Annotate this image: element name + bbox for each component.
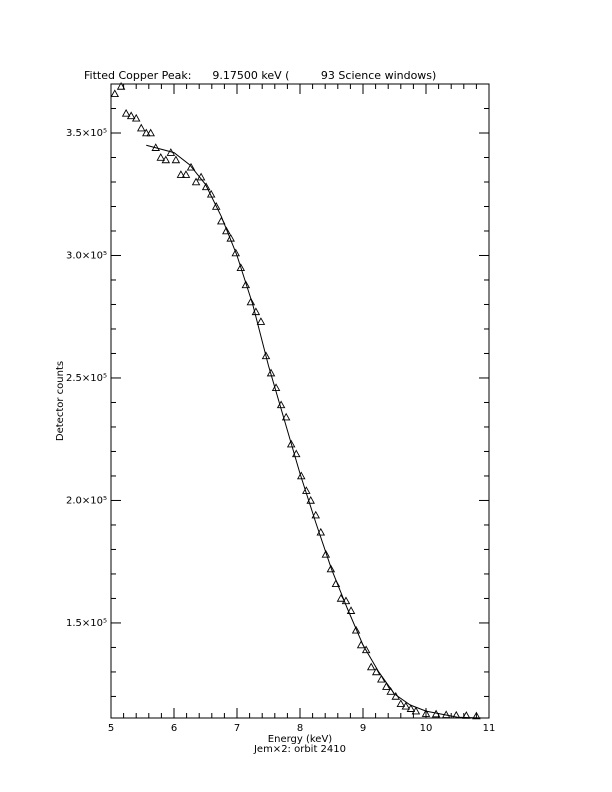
- data-point: [222, 226, 231, 235]
- data-point: [346, 606, 356, 614]
- data-point: [451, 710, 461, 719]
- data-point: [136, 123, 146, 132]
- data-point: [121, 108, 131, 117]
- y-tick-label: 2.0×10⁵: [66, 495, 107, 506]
- chart-title: Fitted Copper Peak: 9.17500 keV ( 93 Sci…: [84, 69, 436, 82]
- x-tick-label: 10: [420, 723, 433, 734]
- data-point: [231, 248, 241, 257]
- data-point: [406, 704, 416, 712]
- data-point: [146, 128, 155, 137]
- x-tick-label: 9: [360, 723, 366, 734]
- x-tick-label: 5: [108, 723, 114, 734]
- data-point: [366, 662, 376, 671]
- data-point: [321, 549, 331, 558]
- y-tick-label: 3.0×10⁵: [66, 250, 107, 261]
- x-tick-label: 11: [483, 723, 496, 734]
- y-tick-label: 1.5×10⁵: [66, 618, 107, 629]
- data-point: [396, 699, 406, 708]
- data-point: [176, 170, 186, 178]
- data-point: [351, 625, 361, 634]
- data-point: [421, 709, 431, 717]
- data-point: [156, 153, 166, 161]
- y-axis-label: Detector counts: [55, 361, 66, 441]
- data-point: [161, 155, 171, 164]
- data-point: [281, 412, 291, 421]
- data-point: [142, 128, 151, 137]
- data-point: [241, 280, 251, 289]
- data-point: [401, 701, 411, 710]
- data-point: [211, 202, 221, 210]
- data-point: [206, 189, 216, 198]
- data-point: [116, 82, 126, 90]
- fit-line: [146, 144, 483, 719]
- data-point: [377, 674, 386, 683]
- x-axis-label: Energy (keV): [268, 734, 333, 745]
- data-point: [110, 89, 120, 98]
- data-point: [246, 297, 256, 306]
- data-point: [186, 162, 196, 171]
- data-point: [286, 439, 296, 448]
- x-tick-label: 6: [171, 723, 177, 734]
- y-tick-label: 2.5×10⁵: [66, 373, 107, 384]
- y-tick-label: 3.5×10⁵: [66, 128, 107, 139]
- data-point: [201, 182, 211, 191]
- data-point: [326, 564, 336, 573]
- data-point: [382, 682, 391, 690]
- data-point: [236, 263, 246, 271]
- data-point: [126, 111, 136, 120]
- data-point: [472, 711, 481, 720]
- data-point: [411, 706, 421, 715]
- data-point: [131, 113, 141, 122]
- data-point: [311, 510, 321, 519]
- data-point: [462, 711, 471, 719]
- data-point: [191, 177, 201, 186]
- data-point: [181, 170, 191, 178]
- x-tick-label: 7: [234, 723, 240, 734]
- data-point: [361, 645, 371, 654]
- data-point: [171, 155, 181, 164]
- x-tick-label: 8: [297, 723, 303, 734]
- data-point: [261, 351, 271, 360]
- data-point: [256, 317, 266, 325]
- subtitle: Jem×2: orbit 2410: [253, 744, 346, 755]
